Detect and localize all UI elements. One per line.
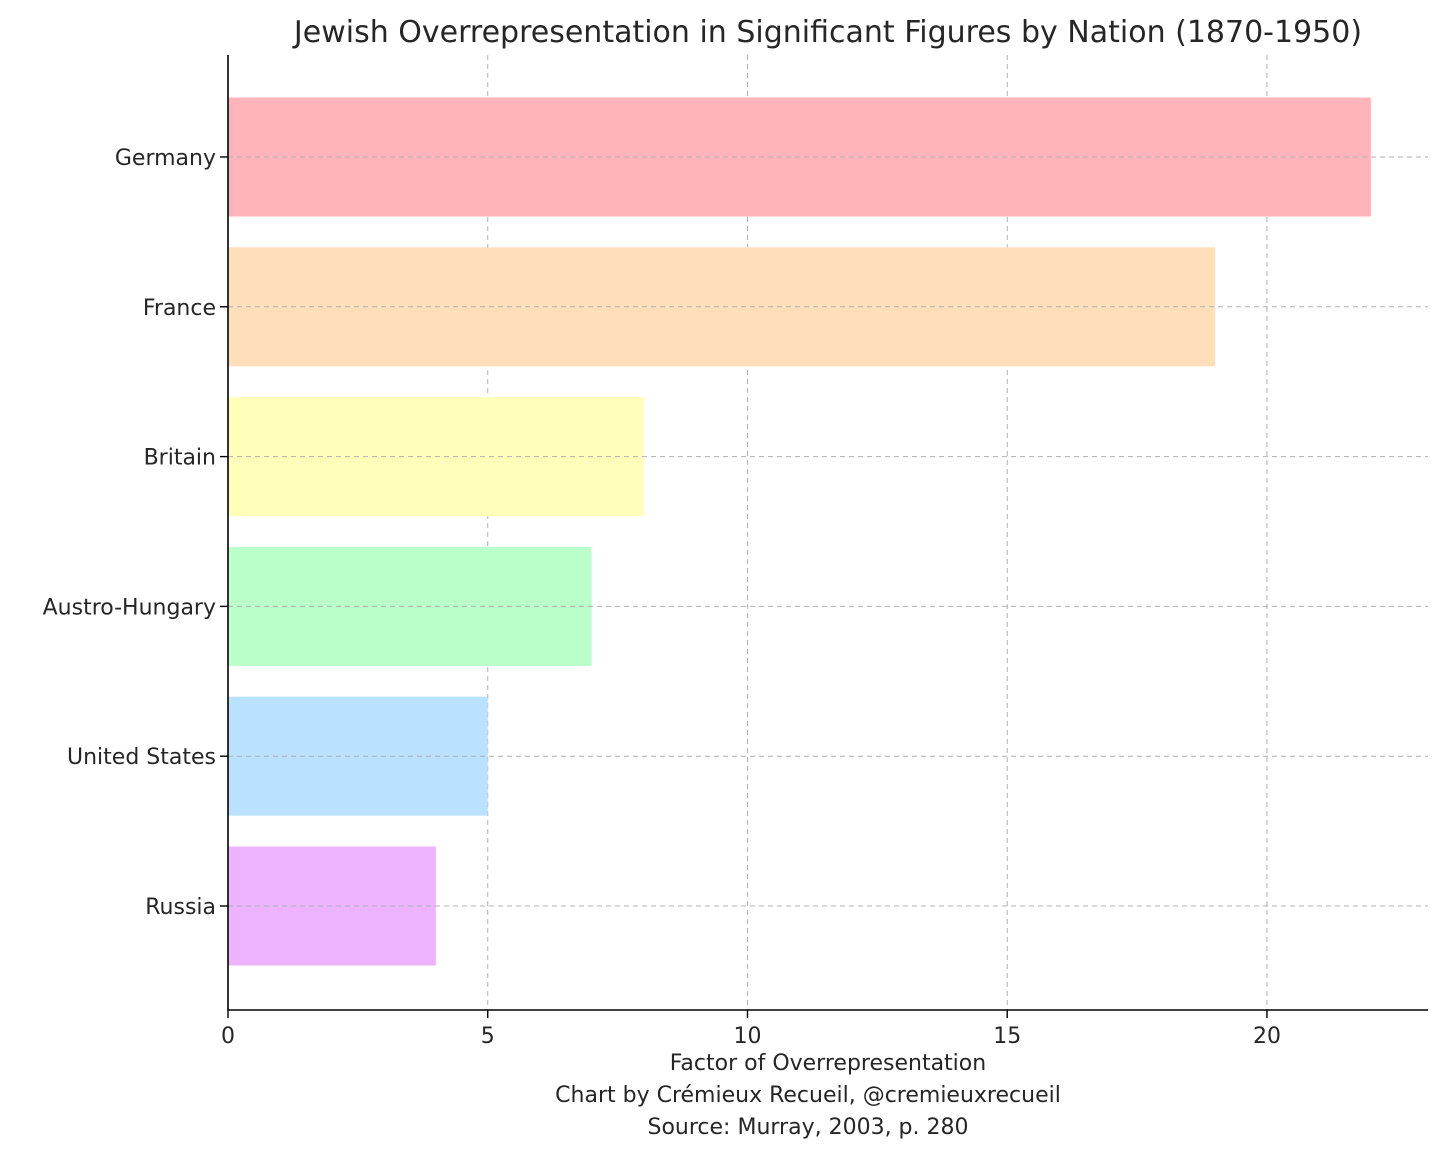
x-tick-label: 20 — [1253, 1024, 1281, 1049]
y-tick-label: Austro-Hungary — [43, 595, 216, 620]
x-axis-label: Factor of Overrepresentation — [670, 1051, 986, 1076]
chart-title: Jewish Overrepresentation in Significant… — [292, 15, 1362, 50]
x-tick-label: 0 — [221, 1024, 235, 1049]
y-tick-label: Russia — [145, 895, 216, 920]
x-tick-label: 10 — [733, 1024, 761, 1049]
y-tick-label: Germany — [115, 146, 216, 171]
axis-layer — [227, 55, 1428, 1011]
x-tick-label: 15 — [993, 1024, 1021, 1049]
y-tick-label: United States — [67, 745, 216, 770]
y-tick-label: France — [143, 296, 216, 321]
grid-layer — [487, 55, 1268, 1010]
caption-source: Source: Murray, 2003, p. 280 — [648, 1115, 969, 1140]
tick-layer: Germany France Britain Austro-Hungary United… — [43, 146, 1281, 1049]
caption-credit: Chart by Crémieux Recueil, @cremieuxrecu… — [555, 1083, 1061, 1108]
y-tick-label: Britain — [144, 446, 216, 471]
x-tick-label: 5 — [481, 1024, 495, 1049]
bar-layer — [228, 97, 1428, 966]
